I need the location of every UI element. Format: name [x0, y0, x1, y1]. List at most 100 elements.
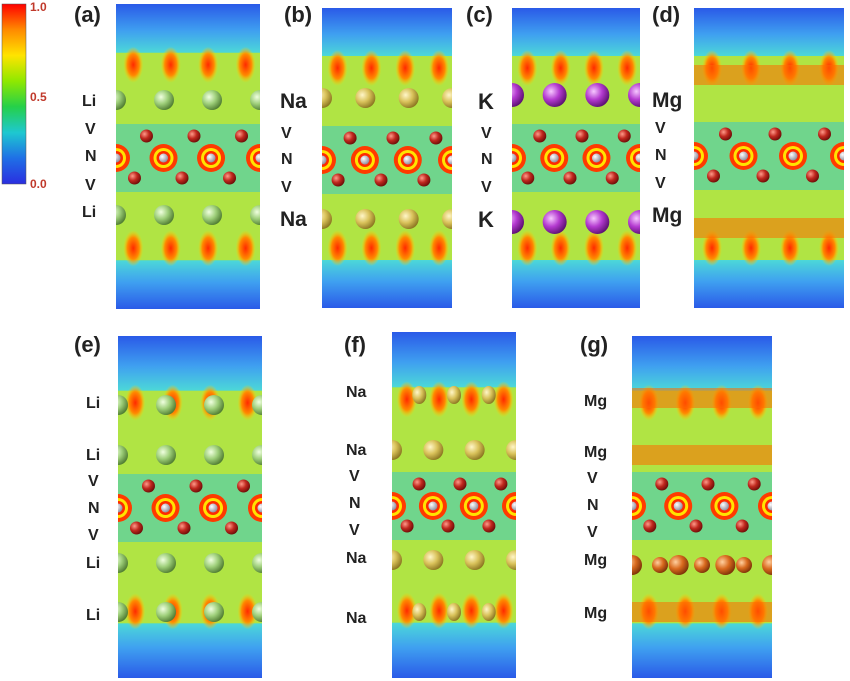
element-label-b-0: Na [280, 90, 307, 113]
alkali-atom [542, 210, 567, 234]
n-atom [161, 503, 171, 513]
elf-blob [237, 384, 258, 421]
elf-blob [237, 593, 258, 630]
elf-blob [361, 50, 382, 86]
n-atom [739, 151, 748, 161]
v-atom [482, 519, 496, 533]
alkali-atom [481, 386, 496, 404]
v-atom [374, 173, 388, 187]
alkali-atom [632, 555, 642, 575]
alkali-atom [506, 440, 516, 460]
n-atom [767, 501, 772, 511]
panel-d [694, 8, 844, 308]
elf-blob [702, 230, 722, 266]
element-label-a-1: V [85, 121, 96, 138]
element-label-b-4: Na [280, 208, 307, 231]
elf-blob [429, 50, 449, 86]
alkali-atom [715, 555, 736, 575]
v-atom [189, 479, 203, 493]
v-atom [533, 129, 547, 143]
elf-blob [550, 230, 571, 266]
n-atom [403, 155, 413, 165]
elf-blob [517, 230, 538, 266]
n-atom [839, 151, 844, 161]
n-atom [428, 501, 438, 511]
panels [116, 4, 844, 678]
alkali-atom [506, 550, 516, 570]
v-atom [237, 479, 251, 493]
v-atom [643, 519, 657, 533]
v-atom [177, 521, 191, 535]
elf-blob [429, 381, 450, 418]
n-atom [255, 153, 260, 163]
elf-blob [198, 230, 219, 267]
alkali-atom [118, 395, 128, 415]
elf-blob [583, 50, 604, 86]
alkali-atom [202, 205, 222, 225]
alkali-atom [398, 88, 419, 108]
v-atom [453, 477, 467, 491]
panel-e [118, 336, 262, 678]
element-label-a-2: N [85, 148, 97, 165]
v-atom [429, 131, 443, 145]
alkali-atom [464, 440, 485, 460]
n-atom [392, 501, 397, 511]
element-label-g-0: Mg [584, 393, 608, 410]
n-atom [512, 153, 517, 163]
mg-atom [652, 557, 668, 573]
v-atom [494, 477, 508, 491]
elf-blob [125, 593, 146, 630]
alkali-atom [252, 602, 262, 622]
elf-blob [235, 230, 256, 267]
vacuum-top [632, 336, 772, 391]
elf-blob [125, 384, 146, 421]
element-label-b-3: V [281, 179, 292, 196]
v-atom [747, 477, 761, 491]
v-atom [806, 169, 819, 183]
n-atom [469, 501, 479, 511]
panel-label-c: (c) [466, 2, 493, 27]
elf-blob [493, 592, 514, 629]
elf-blob [361, 230, 382, 266]
elf-blob [123, 46, 144, 83]
alkali-atom [668, 555, 689, 575]
alkali-atom [116, 205, 126, 225]
v-atom [412, 477, 426, 491]
n-atom [719, 501, 729, 511]
alkali-atom [204, 553, 224, 573]
vacuum-top [116, 4, 260, 53]
element-label-d-2: N [655, 147, 667, 164]
vacuum-bottom [322, 260, 452, 308]
alkali-atom [118, 553, 128, 573]
panel-label-a: (a) [74, 2, 101, 27]
element-label-c-1: V [481, 125, 492, 142]
elf-blob [396, 592, 417, 629]
panel-g [632, 336, 772, 678]
alkali-atom [412, 603, 427, 621]
mg-atom [736, 557, 752, 573]
alkali-atom [202, 90, 222, 110]
v-atom [655, 477, 669, 491]
v-atom [768, 127, 782, 141]
metal-layer [694, 218, 844, 238]
elf-blob [819, 230, 839, 266]
alkali-atom [447, 386, 461, 404]
alkali-atom [118, 602, 128, 622]
v-atom [331, 173, 345, 187]
alkali-atom [154, 205, 174, 225]
alkali-atom [392, 440, 402, 460]
colorbar [1, 3, 27, 185]
elf-blob [327, 230, 348, 266]
vacuum-top [694, 8, 844, 56]
elf-blob [327, 50, 348, 86]
element-label-a-3: V [85, 177, 96, 194]
alkali-atom [355, 88, 376, 108]
element-label-e-4: V [88, 527, 99, 544]
colorbar-tick-max: 1.0 [30, 0, 47, 14]
alkali-atom [762, 555, 772, 575]
elf-blob [160, 46, 181, 83]
element-label-f-4: V [349, 522, 360, 539]
v-atom [575, 129, 589, 143]
vacuum-top [118, 336, 262, 391]
